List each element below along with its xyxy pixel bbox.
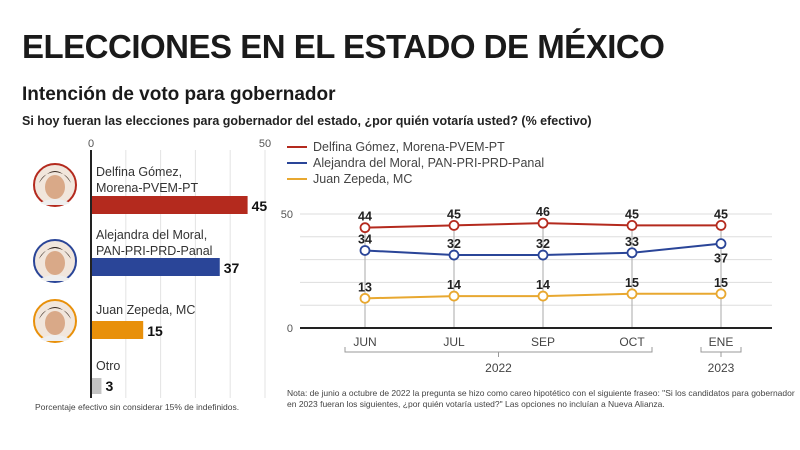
year-label: 2023 (708, 361, 735, 375)
line-point (448, 219, 460, 231)
bar-category-label: Delfina Gómez, (96, 165, 182, 179)
avatar-hair (39, 247, 71, 259)
line-x-tick-label: JUL (443, 335, 465, 349)
year-bracket (700, 347, 742, 357)
line-data-label: 13 (358, 280, 372, 294)
line-data-label: 46 (536, 205, 550, 219)
legend-label: Delfina Gómez, Morena-PVEM-PT (313, 140, 505, 154)
line-y-tick-label: 50 (281, 209, 293, 221)
line-point (537, 290, 549, 302)
line-data-label: 34 (358, 232, 372, 246)
line-point (537, 217, 549, 229)
line-point (537, 249, 549, 261)
bar-value-label: 15 (147, 323, 163, 339)
page-title: ELECCIONES EN EL ESTADO DE MÉXICO (22, 28, 665, 65)
avatar-hair (39, 171, 71, 183)
chart-subtitle: Intención de voto para gobernador (22, 84, 336, 105)
line-point (715, 238, 727, 250)
line-data-label: 14 (447, 278, 461, 292)
line-point (715, 219, 727, 231)
bar-category-label: Alejandra del Moral, (96, 228, 207, 242)
line-data-label: 33 (625, 235, 639, 249)
line-point (626, 247, 638, 259)
line-data-label: 45 (625, 207, 639, 221)
line-point (715, 288, 727, 300)
avatar-shirt (40, 335, 70, 341)
bar (92, 258, 220, 276)
line-data-label: 14 (536, 278, 550, 292)
avatar-shirt (40, 199, 70, 205)
bar-category-label: Morena-PVEM-PT (96, 181, 198, 195)
line-chart-note: Nota: de junio a octubre de 2022 la preg… (287, 388, 795, 409)
avatar-face (45, 175, 65, 199)
survey-question: Si hoy fueran las elecciones para gobern… (22, 114, 592, 128)
line-data-label: 45 (447, 207, 461, 221)
line-point (359, 292, 371, 304)
line-point (448, 290, 460, 302)
line-point (626, 288, 638, 300)
line-data-label: 32 (447, 237, 461, 251)
line-point (359, 222, 371, 234)
bar-chart-footnote: Porcentaje efectivo sin considerar 15% d… (35, 402, 240, 412)
line-data-label: 45 (714, 207, 728, 221)
bar-category-label: Otro (96, 359, 120, 373)
year-bracket (344, 347, 653, 357)
bar (92, 196, 248, 214)
line-data-label: 15 (625, 276, 639, 290)
line-data-label: 37 (714, 252, 728, 266)
avatar-juan-zepeda (33, 299, 77, 343)
bar-category-label: PAN-PRI-PRD-Panal (96, 244, 212, 258)
line-x-tick-label: OCT (619, 335, 645, 349)
bar-value-label: 37 (224, 260, 240, 276)
legend-label: Juan Zepeda, MC (313, 172, 412, 186)
line-point (626, 219, 638, 231)
line-data-label: 15 (714, 276, 728, 290)
bar-value-label: 3 (105, 378, 113, 394)
bar-value-label: 45 (252, 198, 268, 214)
bar (92, 378, 102, 394)
legend-label: Alejandra del Moral, PAN-PRI-PRD-Panal (313, 156, 544, 170)
bar-category-label: Juan Zepeda, MC (96, 303, 195, 317)
line-data-label: 44 (358, 210, 372, 224)
bar-tick-label: 0 (88, 138, 94, 150)
line-point (448, 249, 460, 261)
avatar-shirt (40, 275, 70, 281)
avatar-hair (39, 307, 71, 319)
bar-tick-label: 50 (259, 138, 271, 150)
line-x-tick-label: JUN (353, 335, 376, 349)
bar (92, 321, 144, 339)
line-x-tick-label: SEP (531, 335, 555, 349)
line-data-label: 32 (536, 237, 550, 251)
line-y-tick-label: 0 (287, 323, 293, 335)
year-label: 2022 (485, 361, 512, 375)
line-x-tick-label: ENE (709, 335, 734, 349)
avatar-delfina-gomez (33, 163, 77, 207)
line-point (359, 245, 371, 256)
avatar-alejandra-del-moral (33, 239, 77, 283)
avatar-face (45, 251, 65, 275)
avatar-face (45, 311, 65, 335)
